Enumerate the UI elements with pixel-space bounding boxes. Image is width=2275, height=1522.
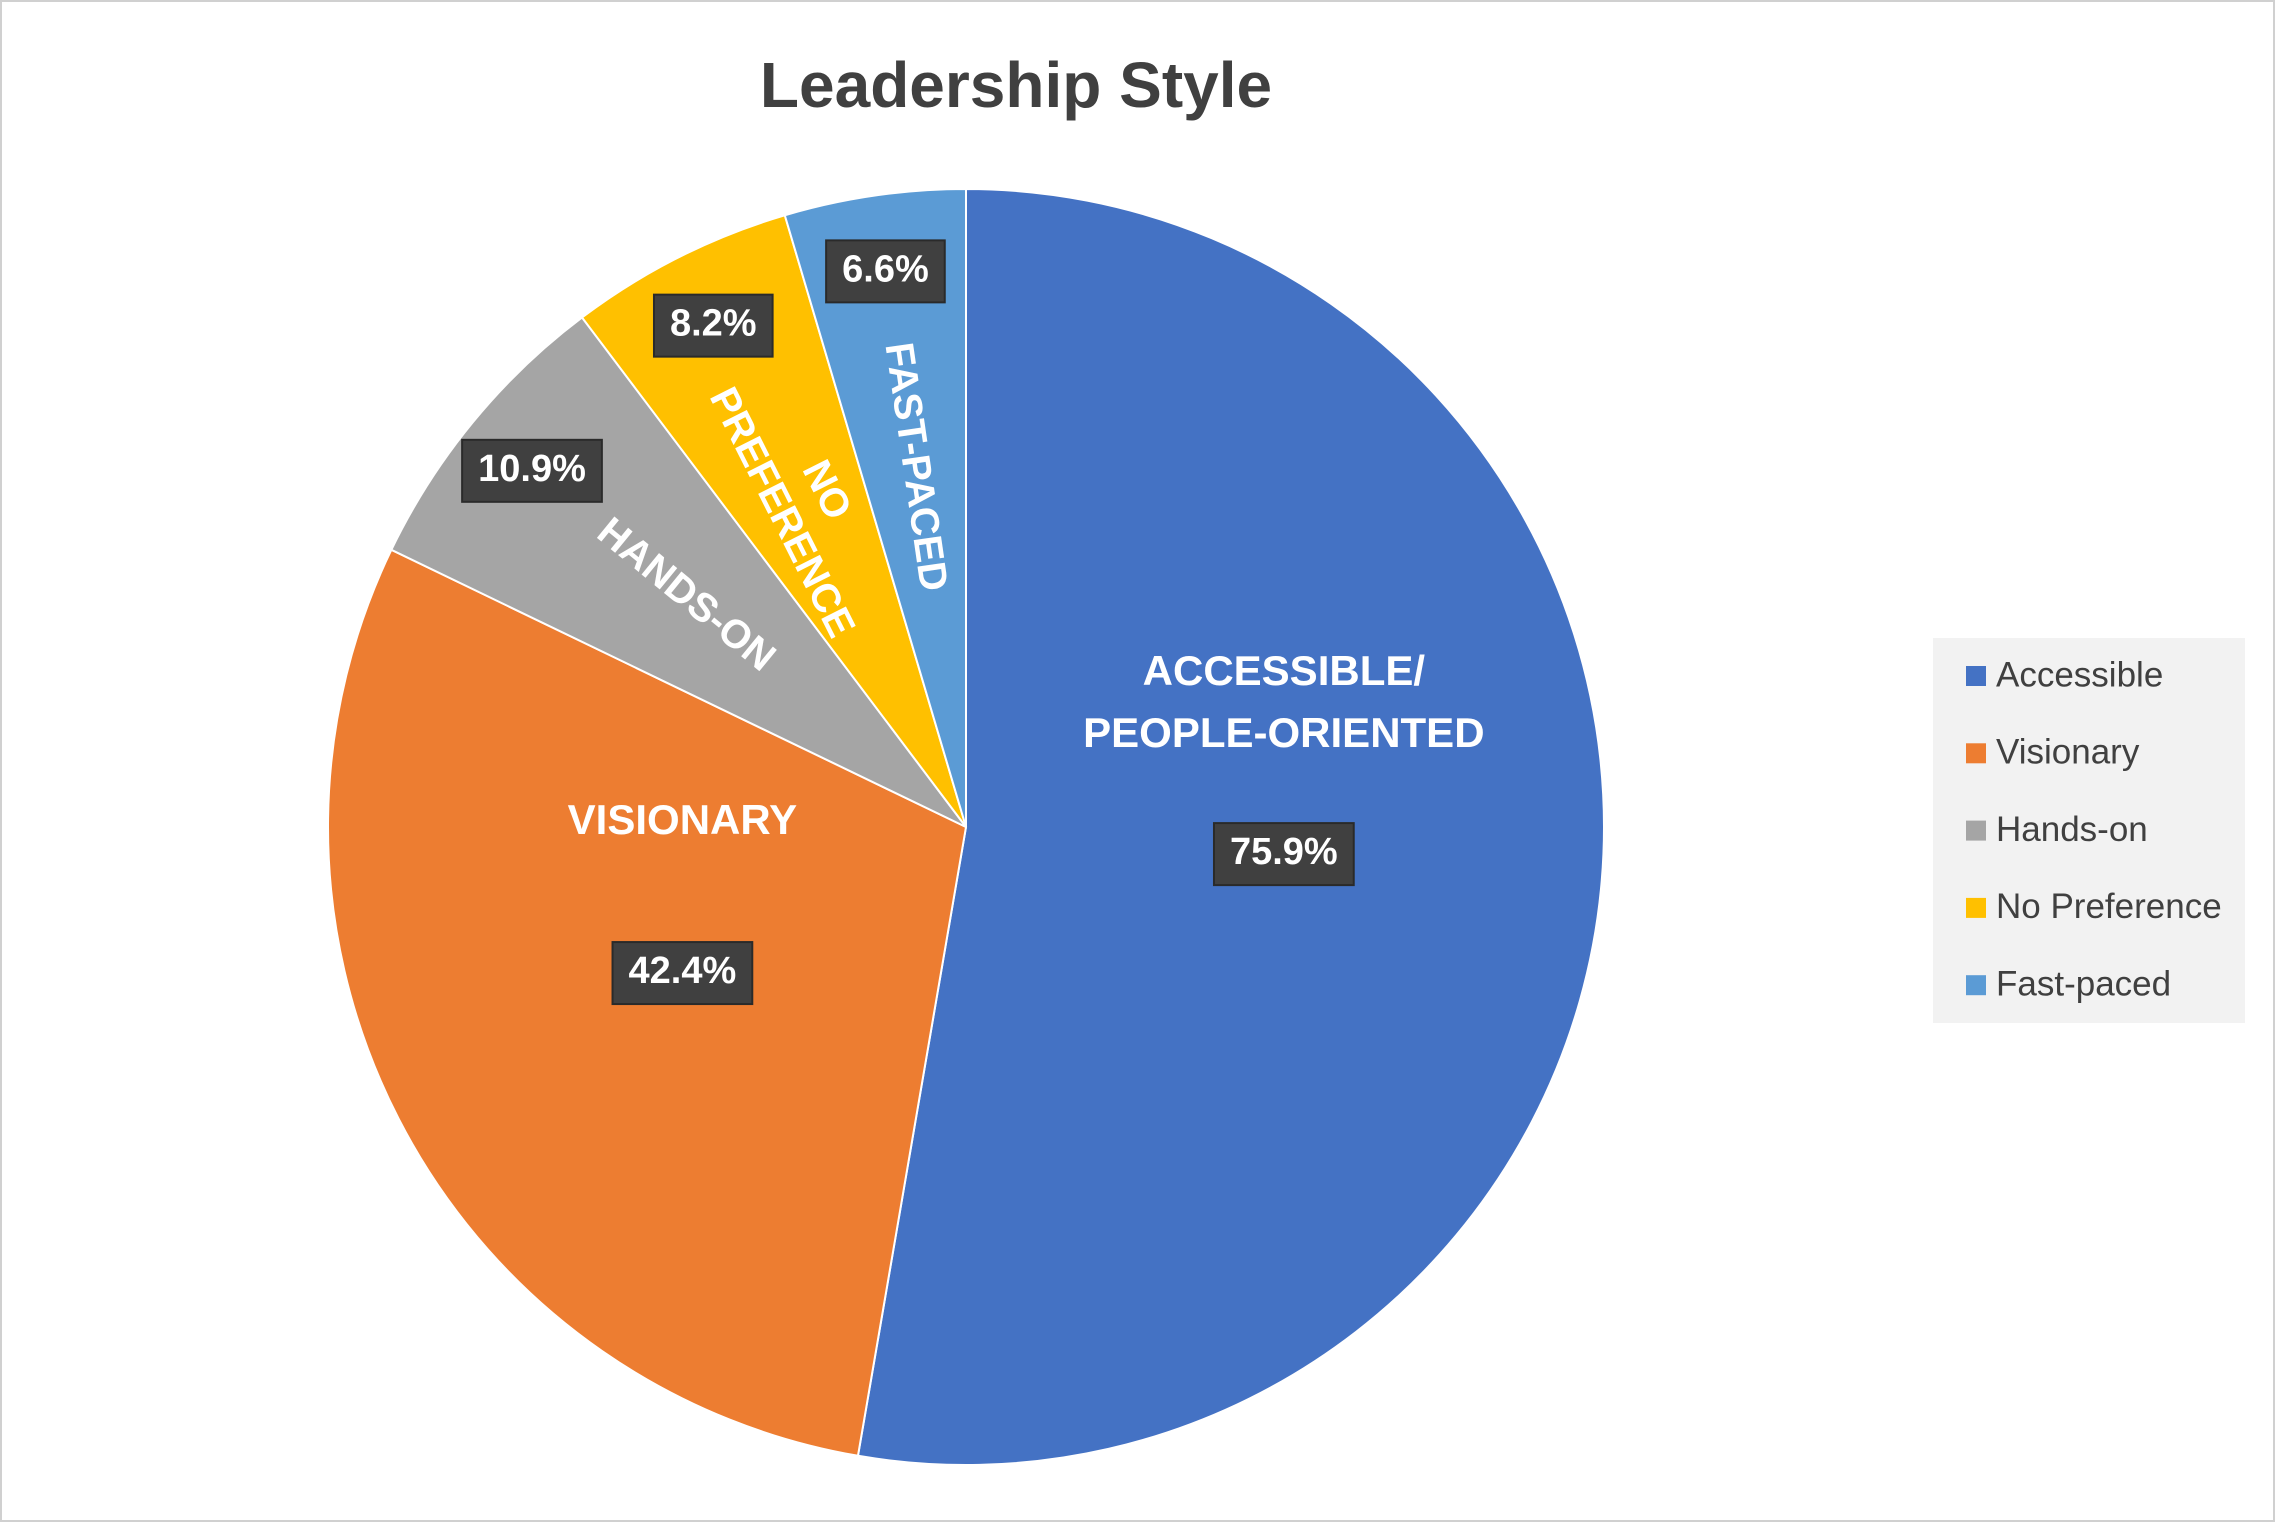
slice-label: ACCESSIBLE/ [1143,647,1426,694]
legend-swatch [1966,975,1986,996]
value-label: 75.9% [1230,831,1338,873]
legend-swatch [1966,666,1986,686]
chart-title: Leadership Style [760,49,1272,121]
legend-label: Hands-on [1996,810,2148,849]
legend-label: Fast-paced [1996,964,2171,1003]
legend-label: No Preference [1996,887,2222,926]
legend-label: Accessible [1996,655,2163,694]
value-label-box [461,438,603,503]
legend-swatch [1966,743,1986,764]
legend-swatch [1966,820,1986,841]
value-label: 6.6% [842,248,929,290]
pie-slice [783,187,967,828]
value-label-box [652,293,774,358]
pie-slice [580,214,967,828]
value-label-box [611,941,754,1006]
value-label-box [825,239,946,304]
slice-label-group: ACCESSIBLE/PEOPLE-ORIENTED 75.9% [1083,647,1485,887]
legend-label: Visionary [1996,733,2140,772]
slice-label-group: VISIONARY 42.4% [568,796,797,1006]
slice-label: PEOPLE-ORIENTED [1083,709,1484,756]
value-label: 42.4% [629,950,737,992]
slice-label: VISIONARY [568,796,797,843]
value-label-box [1212,822,1355,887]
value-label: 8.2% [670,303,757,345]
legend-swatch [1966,897,1986,918]
value-label: 10.9% [478,448,586,490]
